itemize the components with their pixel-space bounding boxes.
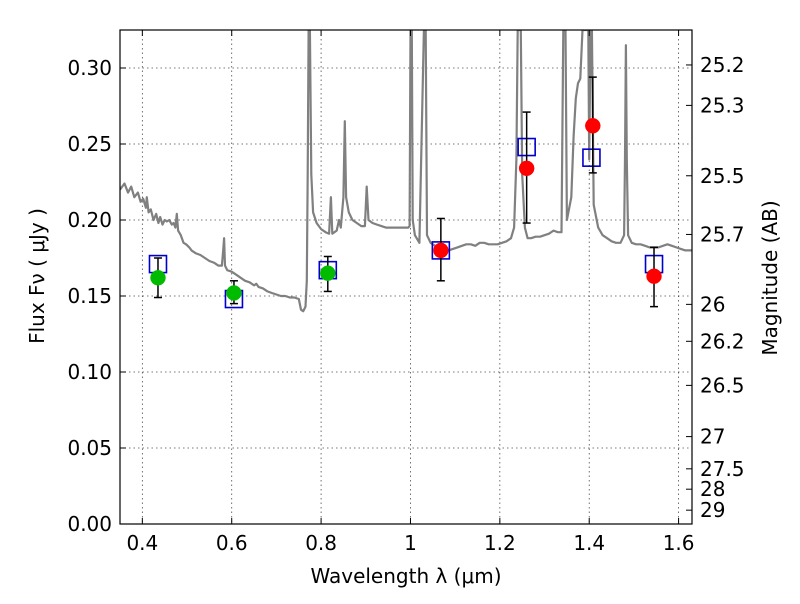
plot-layer <box>120 30 692 313</box>
plot-clipped-group <box>120 30 692 313</box>
y-tick-label: 0.15 <box>67 284 112 308</box>
magnitude-tick-label: 25.5 <box>700 164 745 188</box>
x-tick-label: 1.2 <box>484 531 516 555</box>
x-axis-title-text: Wavelength λ (μm) <box>310 564 501 588</box>
y-axis-title-left: Flux Fν ( μJy ) <box>25 208 49 344</box>
y-axis-title-left-text: Flux Fν ( μJy ) <box>25 208 49 344</box>
x-tick-label: 1.4 <box>573 531 605 555</box>
magnitude-tick-label: 25.2 <box>700 53 745 77</box>
y-tick-label: 0.00 <box>67 512 112 536</box>
observed-ir-point <box>585 118 601 134</box>
model-sed-line <box>120 30 692 313</box>
observed-optical-point <box>226 285 242 301</box>
model-photometry-square <box>582 148 601 167</box>
observed-ir-point <box>646 268 662 284</box>
magnitude-tick-label: 27 <box>700 425 725 449</box>
y-axis-title-right-text: Magnitude (AB) <box>758 200 782 355</box>
magnitude-tick-label: 26 <box>700 292 725 316</box>
x-axis-title: Wavelength λ (μm) <box>310 564 501 588</box>
y-tick-label: 0.10 <box>67 360 112 384</box>
magnitude-tick-label: 28 <box>700 477 725 501</box>
x-tick-label: 1.6 <box>663 531 695 555</box>
observed-ir-point <box>433 242 449 259</box>
x-tick-label: 0.8 <box>305 531 337 555</box>
axis-layer: 0.4 0.6 0.8 1 1.2 1.4 1.6 0.00 0.05 0.10 0.15 0.20 0… <box>67 29 745 555</box>
y-tick-label: 0.25 <box>67 132 112 156</box>
observed-optical-point <box>150 270 166 286</box>
observed-ir-point <box>518 160 535 177</box>
x-tick-label: 0.4 <box>126 531 158 555</box>
plot-frame <box>119 29 693 525</box>
y-axis-title-right: Magnitude (AB) <box>758 200 782 355</box>
y-tick-label: 0.20 <box>67 208 112 232</box>
grid-layer <box>120 30 692 525</box>
y-tick-label: 0.05 <box>67 436 112 460</box>
x-tick-label: 0.6 <box>216 531 248 555</box>
magnitude-tick-label: 26.5 <box>700 373 745 397</box>
magnitude-tick-label: 26.2 <box>700 329 745 353</box>
magnitude-tick-label: 25.7 <box>700 222 745 246</box>
magnitude-tick-label: 25.3 <box>700 93 745 117</box>
y-tick-label: 0.30 <box>67 56 112 80</box>
x-tick-label: 1 <box>404 531 417 555</box>
magnitude-tick-label: 27.5 <box>700 457 745 481</box>
magnitude-tick-label: 29 <box>700 498 725 522</box>
observed-optical-point <box>320 265 336 281</box>
